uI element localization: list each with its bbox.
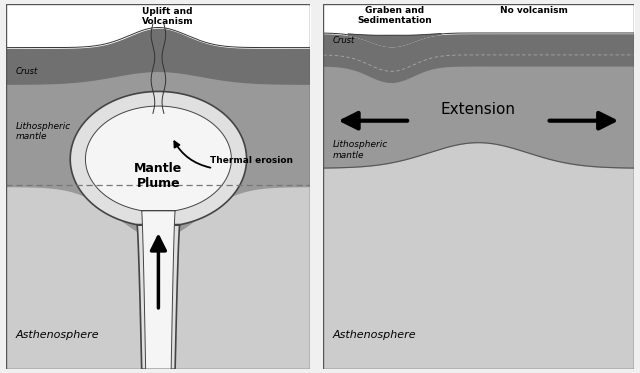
Text: Asthenosphere: Asthenosphere: [15, 330, 99, 340]
Text: Extension: Extension: [441, 102, 516, 117]
Polygon shape: [70, 91, 246, 369]
Text: Asthenosphere: Asthenosphere: [333, 330, 416, 340]
Polygon shape: [6, 71, 310, 238]
Text: Crust: Crust: [333, 36, 355, 45]
Text: No volcanism: No volcanism: [500, 6, 568, 15]
Text: Lithospheric
mantle: Lithospheric mantle: [333, 140, 388, 160]
Polygon shape: [323, 66, 634, 168]
Polygon shape: [86, 106, 231, 369]
Text: Mantle
Plume: Mantle Plume: [134, 162, 182, 189]
Text: Graben and
Sedimentation: Graben and Sedimentation: [357, 6, 432, 25]
Text: Thermal erosion: Thermal erosion: [210, 156, 293, 165]
Text: Crust: Crust: [15, 67, 38, 76]
Text: Lithospheric
mantle: Lithospheric mantle: [15, 122, 71, 141]
Polygon shape: [323, 33, 634, 82]
Polygon shape: [6, 28, 310, 84]
Text: Uplift and
Volcanism: Uplift and Volcanism: [141, 7, 193, 26]
